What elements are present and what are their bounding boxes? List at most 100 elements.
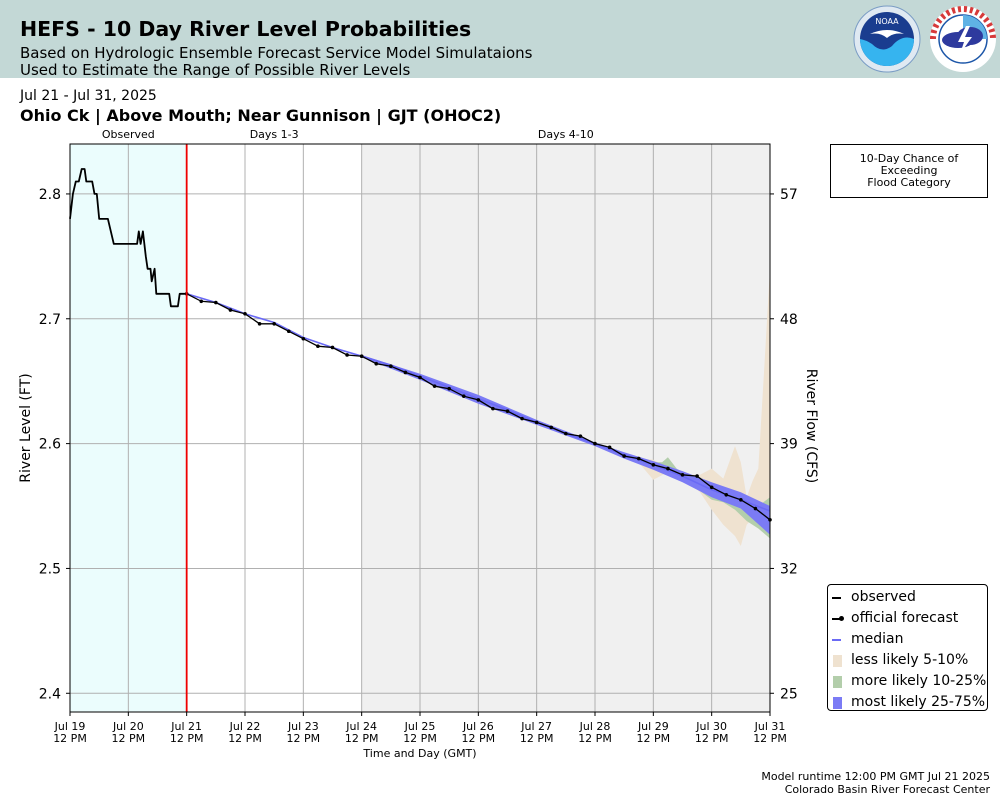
band-less-likely [612,268,770,546]
official-forecast-point-13 [374,361,379,366]
official-forecast-point-1 [199,299,204,304]
x-tick-label-time-6: 12 PM [403,732,437,745]
x-tick-label-time-3: 12 PM [228,732,262,745]
observed-line [69,168,187,308]
official-forecast-point-17 [432,384,437,388]
official-forecast-point-3 [228,308,233,312]
official-forecast-point-8 [301,336,306,341]
x-tick-label-time-0: 12 PM [53,732,87,745]
official-forecast-point-9 [316,344,320,349]
x-tick-label-day-8: Jul 27 [520,720,552,733]
y-tick-label-1: 2.5 [39,561,61,577]
x-tick-label-day-12: Jul 31 [754,720,786,733]
legend-item-1: observed [828,588,988,608]
noaa-logo: NOAA [853,5,921,73]
flood-category-box: 10-Day Chance of Exceeding Flood Categor… [830,144,988,198]
official-forecast-point-19 [461,394,466,398]
legend-label-2: official forecast [851,610,959,626]
legend-label-1: observed [851,589,916,605]
legend-swatch-2 [832,616,844,621]
legend-item-4: less likely 5-10% [828,651,988,671]
x-tick-label-day-3: Jul 22 [229,720,261,733]
location-title: Ohio Ck | Above Mouth; Near Gunnison | G… [20,106,502,125]
period-shade-3 [361,144,770,712]
official-forecast-point-2 [214,300,218,305]
period-label-3: Days 4-10 [538,128,594,141]
official-forecast-point-14 [389,364,393,369]
x-axis-label: Time and Day (GMT) [362,747,476,760]
national-weather-service-logo [930,6,996,72]
official-forecast-point-38 [739,497,743,502]
x-tick-label-time-12: 12 PM [753,732,787,745]
x-tick-label-day-1: Jul 20 [112,720,144,733]
x-tick-label-day-11: Jul 30 [695,720,727,733]
official-forecast-point-12 [359,354,364,359]
x-tick-label-day-6: Jul 25 [404,720,436,733]
official-forecast-point-10 [330,345,335,350]
right-tick-label-1: 32 [780,561,798,577]
official-forecast-point-21 [491,406,495,411]
legend-dot-marker [839,616,844,621]
x-tick-label-time-7: 12 PM [462,732,496,745]
page-subtitle-line2: Used to Estimate the Range of Possible R… [20,61,411,79]
official-forecast-point-7 [286,329,291,334]
official-forecast-point-31 [636,456,641,461]
x-tick-label-time-4: 12 PM [287,732,321,745]
x-tick-label-day-7: Jul 26 [462,720,494,733]
x-tick-label-time-10: 12 PM [637,732,671,745]
flood-box-line1: 10-Day Chance of [859,152,959,165]
x-tick-label-time-11: 12 PM [695,732,729,745]
y-tick-label-4: 2.8 [39,187,61,203]
model-runtime: Model runtime 12:00 PM GMT Jul 21 2025 [761,770,990,783]
official-forecast-point-28 [593,441,597,446]
flood-box-line2: Exceeding [880,164,938,177]
official-forecast-point-11 [345,353,349,357]
x-tick-label-time-1: 12 PM [112,732,146,745]
official-forecast-point-16 [418,375,422,380]
legend-label-4: less likely 5-10% [851,652,969,668]
official-forecast-point-36 [709,485,714,490]
x-tick-label-day-10: Jul 29 [637,720,669,733]
legend-label-5: more likely 10-25% [851,673,987,689]
official-forecast-point-27 [578,434,583,438]
x-tick-label-time-2: 12 PM [170,732,204,745]
legend-swatch-1 [832,597,841,599]
official-forecast-point-37 [724,492,729,497]
x-tick-label-day-2: Jul 21 [170,720,202,733]
x-tick-label-day-5: Jul 24 [345,720,377,733]
period-label-2: Days 1-3 [250,128,299,141]
official-forecast-point-30 [622,454,626,458]
legend-item-2: official forecast [828,609,988,629]
legend-swatch-3 [832,639,841,641]
right-tick-label-2: 39 [780,437,798,453]
official-forecast-point-26 [564,431,568,436]
legend-label-3: median [851,631,904,647]
y-tick-label-3: 2.7 [39,312,61,328]
x-tick-label-time-9: 12 PM [578,732,612,745]
official-forecast-point-25 [549,425,554,430]
legend-swatch-6 [833,697,842,709]
x-tick-label-time-8: 12 PM [520,732,554,745]
right-axis-label: River Flow (CFS) [803,369,819,484]
official-forecast-point-32 [651,463,656,467]
legend-item-5: more likely 10-25% [828,672,988,692]
x-tick-label-day-9: Jul 28 [579,720,611,733]
official-forecast-point-29 [607,445,612,450]
official-forecast-point-4 [243,311,247,316]
legend-swatch-5 [833,676,842,688]
official-forecast-point-34 [680,473,685,477]
official-forecast-point-33 [666,466,670,471]
x-tick-label-day-4: Jul 23 [287,720,319,733]
page-subtitle-line1: Based on Hydrologic Ensemble Forecast Se… [20,44,533,62]
flood-box-line3: Flood Category [867,176,951,189]
svg-text:NOAA: NOAA [875,17,899,26]
right-tick-label-0: 25 [780,686,798,702]
right-tick-label-3: 48 [780,312,798,328]
official-forecast-point-39 [753,506,758,511]
y-axis-label: River Level (FT) [18,373,34,482]
official-forecast-point-20 [476,398,481,402]
y-tick-label-0: 2.4 [39,686,61,702]
x-tick-label-time-5: 12 PM [345,732,379,745]
x-tick-label-day-0: Jul 19 [54,720,86,733]
